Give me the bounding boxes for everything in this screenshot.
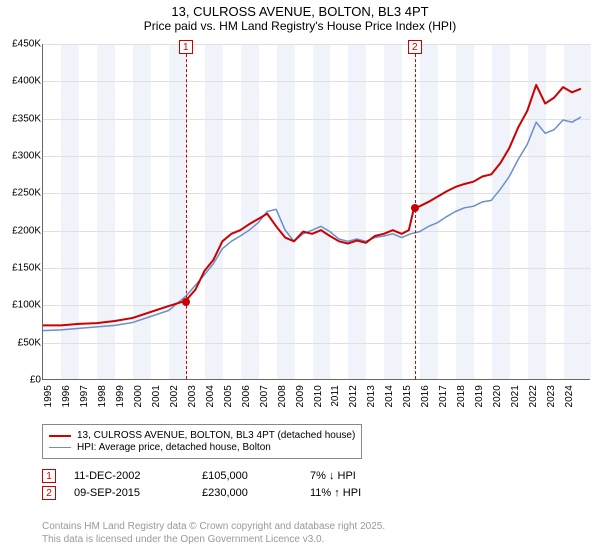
y-tick-label: £450K: [12, 39, 43, 50]
x-tick-label: 2014: [384, 385, 395, 407]
sale-marker-badge: 2: [408, 40, 422, 54]
x-tick-label: 2009: [295, 385, 306, 407]
y-tick-label: £100K: [12, 300, 43, 311]
x-tick-label: 1997: [79, 385, 90, 407]
legend-swatch: [49, 435, 71, 437]
y-tick-label: £0: [30, 375, 43, 386]
series-price_paid: [43, 85, 581, 325]
legend-label: 13, CULROSS AVENUE, BOLTON, BL3 4PT (det…: [77, 430, 355, 441]
x-tick-label: 2004: [205, 385, 216, 407]
x-tick-label: 2017: [438, 385, 449, 407]
y-tick-label: £350K: [12, 113, 43, 124]
footer-attribution: Contains HM Land Registry data © Crown c…: [42, 520, 385, 546]
sale-row: 1 11-DEC-2002 £105,000 7% ↓ HPI: [42, 469, 361, 483]
x-tick-label: 2000: [133, 385, 144, 407]
x-tick-label: 2012: [348, 385, 359, 407]
sale-marker-dot: [411, 204, 419, 212]
sale-badge: 1: [42, 469, 56, 483]
x-tick-label: 2016: [420, 385, 431, 407]
x-tick-label: 2005: [223, 385, 234, 407]
x-tick-label: 2021: [510, 385, 521, 407]
title-line1: 13, CULROSS AVENUE, BOLTON, BL3 4PT: [0, 4, 600, 19]
series-svg: [43, 44, 590, 379]
sale-marker-dot: [182, 298, 190, 306]
x-tick-label: 2001: [151, 385, 162, 407]
x-tick-label: 2008: [277, 385, 288, 407]
legend-row: 13, CULROSS AVENUE, BOLTON, BL3 4PT (det…: [49, 430, 355, 441]
sale-marker-line: [186, 44, 187, 379]
sale-row: 2 09-SEP-2015 £230,000 11% ↑ HPI: [42, 486, 361, 500]
title-line2: Price paid vs. HM Land Registry's House …: [0, 19, 600, 33]
y-tick-label: £200K: [12, 225, 43, 236]
sale-badge: 2: [42, 486, 56, 500]
footer-line1: Contains HM Land Registry data © Crown c…: [42, 520, 385, 533]
series-hpi: [43, 117, 581, 331]
x-tick-label: 2002: [169, 385, 180, 407]
x-tick-label: 1999: [115, 385, 126, 407]
x-tick-label: 2006: [241, 385, 252, 407]
sale-price: £105,000: [202, 470, 292, 482]
x-tick-label: 2023: [546, 385, 557, 407]
y-tick-label: £50K: [18, 337, 43, 348]
y-tick-label: £250K: [12, 188, 43, 199]
y-tick-label: £400K: [12, 76, 43, 87]
x-tick-label: 2020: [492, 385, 503, 407]
y-tick-label: £150K: [12, 263, 43, 274]
x-tick-label: 2022: [528, 385, 539, 407]
y-tick-label: £300K: [12, 151, 43, 162]
legend: 13, CULROSS AVENUE, BOLTON, BL3 4PT (det…: [42, 424, 362, 459]
x-tick-label: 2015: [402, 385, 413, 407]
legend-swatch: [49, 447, 71, 449]
legend-label: HPI: Average price, detached house, Bolt…: [77, 442, 271, 453]
x-tick-label: 1996: [61, 385, 72, 407]
x-tick-label: 2007: [259, 385, 270, 407]
x-tick-label: 2003: [187, 385, 198, 407]
chart-titles: 13, CULROSS AVENUE, BOLTON, BL3 4PT Pric…: [0, 0, 600, 33]
sale-date: 11-DEC-2002: [74, 470, 184, 482]
sale-pct: 11% ↑ HPI: [310, 487, 361, 499]
x-tick-label: 1995: [43, 385, 54, 407]
footer-line2: This data is licensed under the Open Gov…: [42, 533, 385, 546]
sale-price: £230,000: [202, 487, 292, 499]
x-tick-label: 2011: [330, 385, 341, 407]
sales-table: 1 11-DEC-2002 £105,000 7% ↓ HPI 2 09-SEP-2015…: [42, 466, 361, 503]
legend-row: HPI: Average price, detached house, Bolt…: [49, 442, 355, 453]
x-tick-label: 2019: [474, 385, 485, 407]
sale-marker-badge: 1: [179, 40, 193, 54]
x-tick-label: 2013: [366, 385, 377, 407]
sale-date: 09-SEP-2015: [74, 487, 184, 499]
x-tick-label: 2024: [564, 385, 575, 407]
x-tick-label: 2010: [313, 385, 324, 407]
x-tick-label: 2018: [456, 385, 467, 407]
sale-pct: 7% ↓ HPI: [310, 470, 356, 482]
x-tick-label: 1998: [97, 385, 108, 407]
plot-area: £0£50K£100K£150K£200K£250K£300K£350K£400…: [42, 44, 590, 380]
chart-container: 13, CULROSS AVENUE, BOLTON, BL3 4PT Pric…: [0, 0, 600, 560]
